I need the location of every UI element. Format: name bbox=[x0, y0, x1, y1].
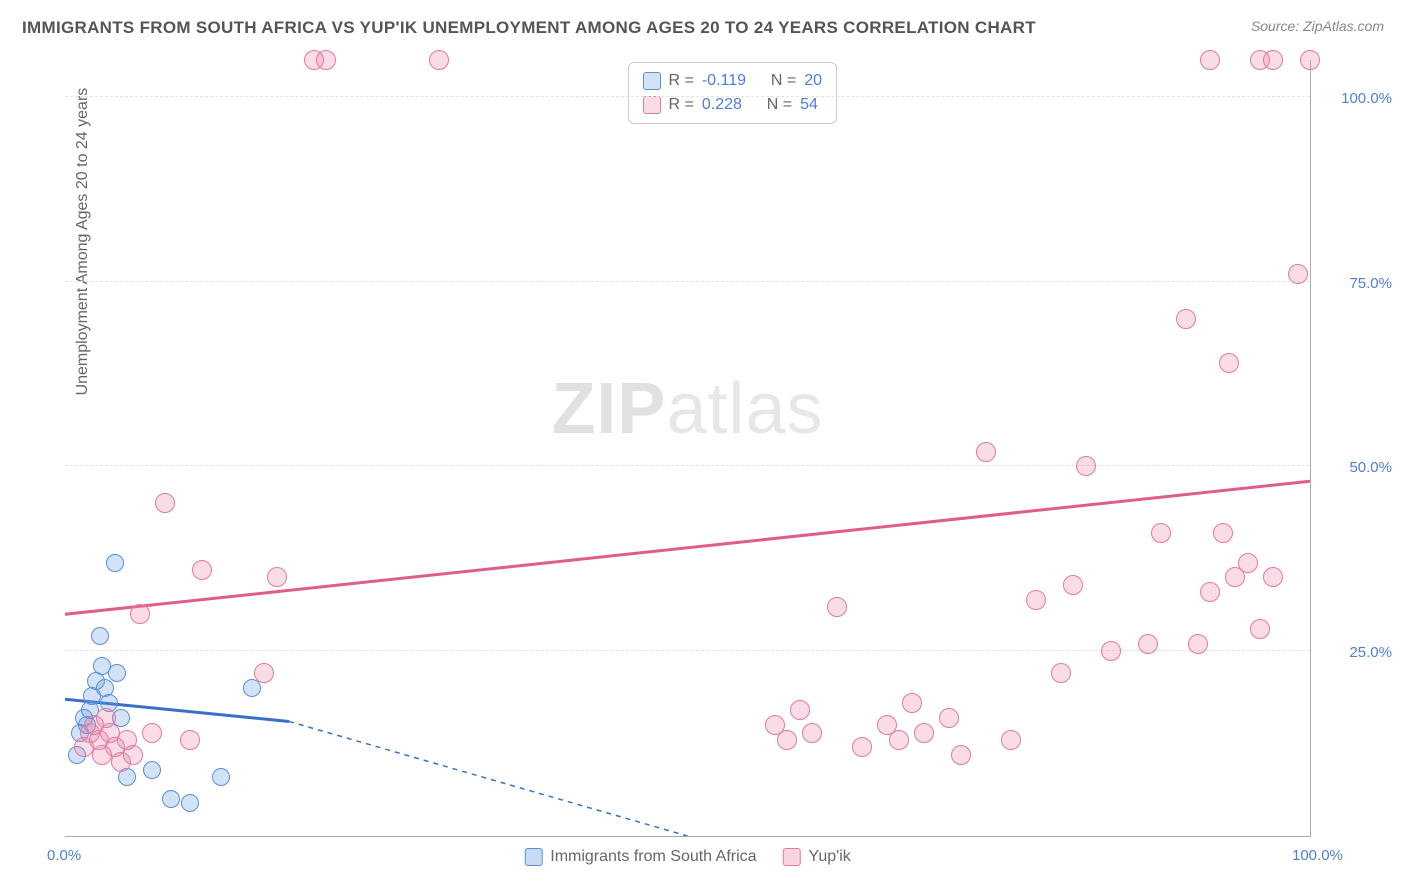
data-point-yupik[interactable] bbox=[1238, 553, 1258, 573]
y-tick-label: 75.0% bbox=[1349, 275, 1392, 292]
data-point-yupik[interactable] bbox=[1213, 523, 1233, 543]
data-point-yupik[interactable] bbox=[914, 723, 934, 743]
data-point-yupik[interactable] bbox=[902, 693, 922, 713]
data-point-sa[interactable] bbox=[212, 768, 230, 786]
data-point-yupik[interactable] bbox=[889, 730, 909, 750]
chart-title: IMMIGRANTS FROM SOUTH AFRICA VS YUP'IK U… bbox=[22, 18, 1036, 38]
data-point-yupik[interactable] bbox=[802, 723, 822, 743]
y-tick-label: 25.0% bbox=[1349, 644, 1392, 661]
grid-line bbox=[65, 96, 1310, 97]
data-point-yupik[interactable] bbox=[142, 723, 162, 743]
y-tick-label: 100.0% bbox=[1341, 90, 1392, 107]
data-point-yupik[interactable] bbox=[976, 442, 996, 462]
grid-line bbox=[65, 281, 1310, 282]
data-point-sa[interactable] bbox=[91, 627, 109, 645]
legend-item: Immigrants from South Africa bbox=[524, 848, 756, 866]
data-point-yupik[interactable] bbox=[827, 597, 847, 617]
data-point-yupik[interactable] bbox=[852, 737, 872, 757]
data-point-yupik[interactable] bbox=[1263, 567, 1283, 587]
data-point-yupik[interactable] bbox=[192, 560, 212, 580]
data-point-yupik[interactable] bbox=[1176, 309, 1196, 329]
data-point-yupik[interactable] bbox=[254, 663, 274, 683]
data-point-yupik[interactable] bbox=[1051, 663, 1071, 683]
data-point-yupik[interactable] bbox=[1263, 50, 1283, 70]
watermark: ZIPatlas bbox=[551, 368, 823, 450]
data-point-yupik[interactable] bbox=[790, 700, 810, 720]
correlation-stats-box: R = -0.119 N = 20R = 0.228 N = 54 bbox=[628, 62, 838, 124]
data-point-yupik[interactable] bbox=[267, 567, 287, 587]
data-point-yupik[interactable] bbox=[155, 493, 175, 513]
data-point-yupik[interactable] bbox=[1001, 730, 1021, 750]
data-point-yupik[interactable] bbox=[1250, 619, 1270, 639]
data-point-yupik[interactable] bbox=[1101, 641, 1121, 661]
data-point-yupik[interactable] bbox=[951, 745, 971, 765]
data-point-yupik[interactable] bbox=[1300, 50, 1320, 70]
stats-row-sa: R = -0.119 N = 20 bbox=[643, 69, 823, 93]
data-point-sa[interactable] bbox=[106, 554, 124, 572]
data-point-yupik[interactable] bbox=[1188, 634, 1208, 654]
data-point-yupik[interactable] bbox=[777, 730, 797, 750]
data-point-yupik[interactable] bbox=[123, 745, 143, 765]
data-point-sa[interactable] bbox=[181, 794, 199, 812]
y-axis-label: Unemployment Among Ages 20 to 24 years bbox=[74, 88, 92, 396]
data-point-yupik[interactable] bbox=[180, 730, 200, 750]
grid-line bbox=[65, 650, 1310, 651]
legend-item: Yup'ik bbox=[783, 848, 851, 866]
data-point-yupik[interactable] bbox=[1219, 353, 1239, 373]
data-point-yupik[interactable] bbox=[1200, 50, 1220, 70]
data-point-yupik[interactable] bbox=[1063, 575, 1083, 595]
chart-legend: Immigrants from South Africa Yup'ik bbox=[524, 848, 851, 866]
data-point-yupik[interactable] bbox=[429, 50, 449, 70]
data-point-yupik[interactable] bbox=[130, 604, 150, 624]
data-point-sa[interactable] bbox=[108, 664, 126, 682]
grid-line bbox=[65, 465, 1310, 466]
data-point-yupik[interactable] bbox=[1288, 264, 1308, 284]
data-point-sa[interactable] bbox=[162, 790, 180, 808]
data-point-yupik[interactable] bbox=[1026, 590, 1046, 610]
source-credit: Source: ZipAtlas.com bbox=[1251, 18, 1384, 34]
data-point-yupik[interactable] bbox=[1138, 634, 1158, 654]
trend-lines bbox=[65, 60, 1310, 836]
data-point-yupik[interactable] bbox=[1200, 582, 1220, 602]
data-point-sa[interactable] bbox=[143, 761, 161, 779]
x-tick-label: 0.0% bbox=[47, 847, 81, 864]
data-point-yupik[interactable] bbox=[1151, 523, 1171, 543]
data-point-yupik[interactable] bbox=[316, 50, 336, 70]
data-point-yupik[interactable] bbox=[1076, 456, 1096, 476]
y-tick-label: 50.0% bbox=[1349, 459, 1392, 476]
plot-area: Unemployment Among Ages 20 to 24 years Z… bbox=[65, 60, 1311, 837]
data-point-yupik[interactable] bbox=[939, 708, 959, 728]
x-tick-label: 100.0% bbox=[1292, 847, 1343, 864]
